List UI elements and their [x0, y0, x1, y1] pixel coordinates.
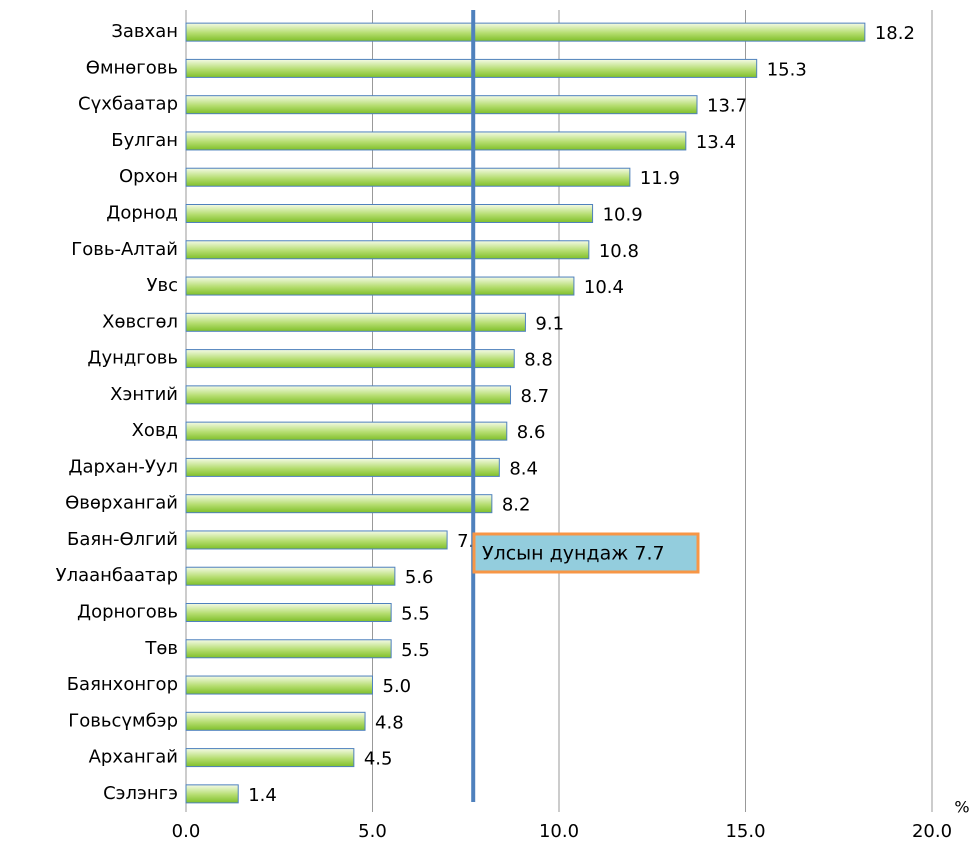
x-tick-label: 20.0 — [912, 821, 952, 842]
y-tick-label: Сэлэнгэ — [103, 783, 178, 804]
bar — [185, 312, 526, 332]
data-label: 8.4 — [509, 458, 538, 479]
data-label: 13.7 — [707, 96, 747, 117]
data-label: 8.8 — [524, 350, 553, 371]
y-tick-label: Дорноговь — [77, 602, 178, 623]
y-tick-label: Баян-Өлгий — [67, 529, 178, 550]
y-tick-label: Орхон — [119, 166, 178, 187]
bar — [185, 494, 493, 514]
bar — [185, 566, 396, 586]
bar — [185, 131, 687, 151]
bar — [185, 167, 631, 187]
bar — [185, 276, 575, 296]
bar — [185, 95, 698, 115]
data-label: 5.6 — [405, 567, 434, 588]
y-tick-label: Хөвсгөл — [102, 311, 178, 332]
bar — [185, 530, 448, 550]
y-tick-label: Өвөрхангай — [65, 493, 178, 514]
bar — [185, 639, 392, 659]
bar — [185, 675, 373, 695]
bar — [185, 784, 239, 804]
bar — [185, 603, 392, 622]
annotation-box — [472, 532, 700, 574]
bar — [185, 204, 594, 223]
y-tick-label: Булган — [111, 130, 178, 151]
y-tick-label: Сүхбаатар — [78, 94, 178, 115]
y-tick-label: Увс — [147, 275, 178, 296]
bar — [185, 457, 500, 477]
data-label: 1.4 — [248, 785, 277, 806]
annotation: Улсын дундаж 7.7 — [482, 543, 665, 565]
bar — [185, 22, 866, 42]
x-tick-label: 0.0 — [172, 821, 201, 842]
data-label: 15.3 — [767, 59, 807, 80]
data-label: 5.5 — [401, 640, 430, 661]
x-tick-label: 10.0 — [539, 821, 579, 842]
y-tick-label: Говьсүмбэр — [68, 710, 178, 731]
x-axis-label: % — [954, 798, 969, 817]
bar — [185, 421, 508, 441]
y-tick-label: Улаанбаатар — [56, 565, 178, 586]
bar — [185, 240, 590, 260]
data-label: 13.4 — [696, 132, 736, 153]
data-label: 8.7 — [521, 386, 550, 407]
y-tick-label: Архангай — [89, 747, 178, 768]
y-tick-label: Хэнтий — [110, 384, 178, 405]
data-label: 11.9 — [640, 168, 680, 189]
y-tick-label: Дархан-Уул — [68, 456, 178, 477]
data-label: 10.4 — [584, 277, 624, 298]
data-label: 18.2 — [875, 23, 915, 44]
y-tick-label: Ховд — [132, 420, 178, 441]
data-label: 5.5 — [401, 604, 430, 625]
data-label: 10.8 — [599, 241, 639, 262]
y-tick-label: Дорнод — [106, 203, 178, 224]
y-tick-label: Төв — [144, 638, 178, 659]
y-tick-label: Дундговь — [87, 348, 178, 369]
y-tick-label: Говь-Алтай — [71, 239, 178, 260]
bar — [185, 349, 515, 369]
data-label: 5.0 — [383, 676, 412, 697]
y-tick-label: Өмнөговь — [86, 57, 178, 78]
bar — [185, 711, 366, 731]
y-tick-label: Баянхонгор — [67, 674, 178, 695]
x-tick-label: 15.0 — [725, 821, 765, 842]
data-label: 4.8 — [375, 712, 404, 733]
data-label: 8.6 — [517, 422, 546, 443]
x-tick-label: 5.0 — [358, 821, 387, 842]
data-label: 8.2 — [502, 495, 531, 516]
bar — [185, 385, 512, 405]
bar — [185, 748, 355, 768]
data-label: 9.1 — [535, 313, 564, 334]
y-tick-label: Завхан — [111, 21, 178, 42]
data-label: 4.5 — [364, 749, 393, 770]
data-label: 10.9 — [603, 205, 643, 226]
